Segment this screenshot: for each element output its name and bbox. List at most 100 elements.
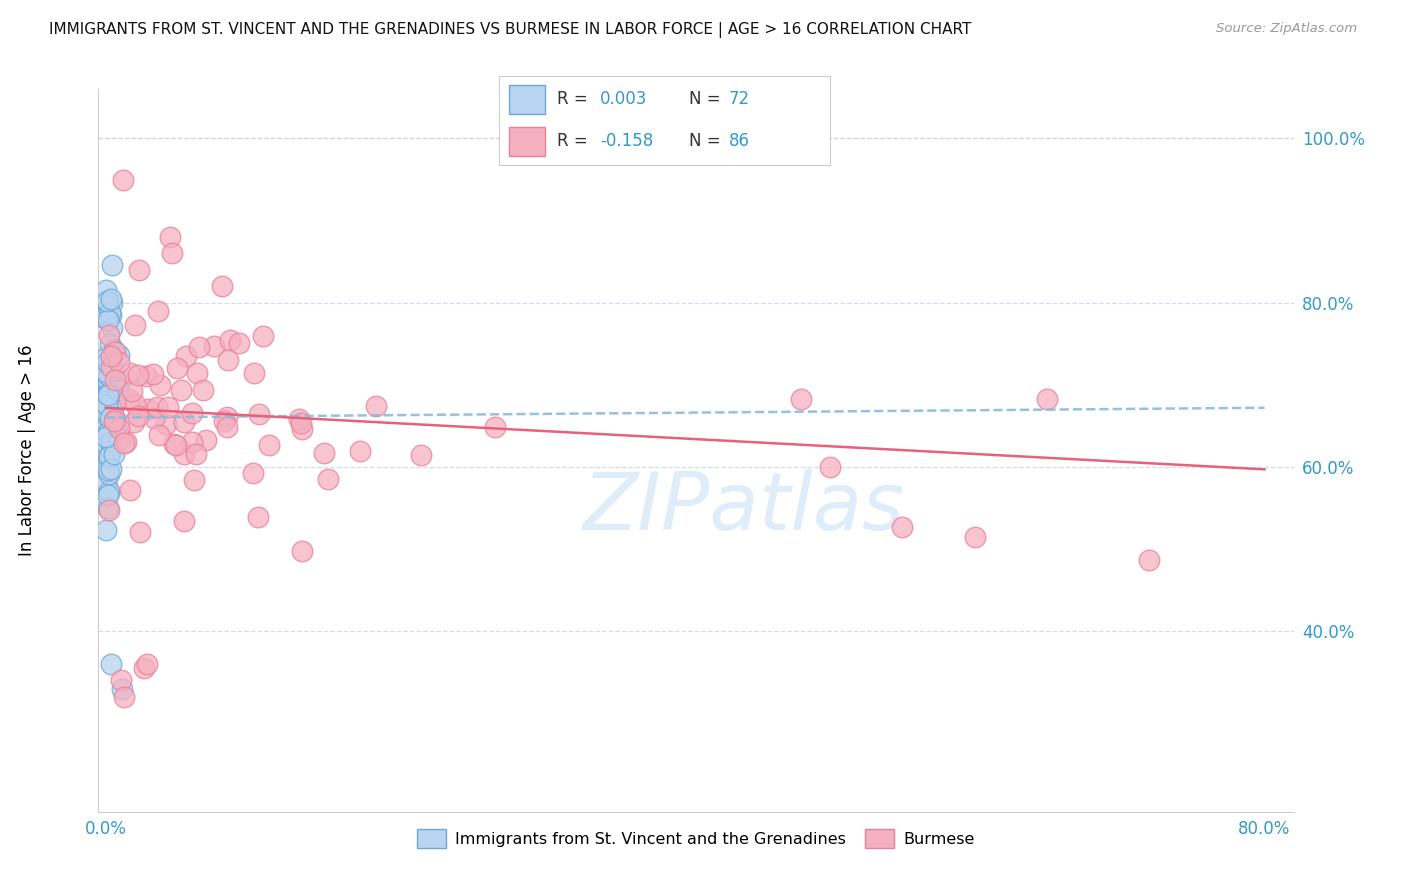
Point [100,292,122,306]
Point [291,422,314,436]
Point [96,379,118,393]
Point [291,543,314,558]
Point [148,428,170,442]
Legend: Immigrants from St. Vincent and the Grenadines, Burmese: Immigrants from St. Vincent and the Gren… [411,823,981,855]
Point [104,372,127,386]
Point [97,426,120,441]
Y-axis label: In Labor Force | Age > 16: In Labor Force | Age > 16 [18,344,37,557]
Text: 72: 72 [728,90,749,109]
Point [94,475,117,490]
Point [173,514,195,528]
Point [97,369,120,384]
Point [349,444,371,458]
Point [155,417,177,431]
Point [94,284,117,298]
Point [98,363,121,377]
Point [104,412,127,426]
Point [97,463,120,477]
Point [257,438,280,452]
Point [219,334,242,348]
Point [96,445,118,459]
Text: N =: N = [689,90,721,109]
Point [94,312,117,326]
Point [97,501,120,516]
Point [132,661,155,675]
Point [183,473,205,487]
Point [97,483,120,498]
Point [963,530,986,544]
Point [97,358,120,372]
Point [100,308,122,322]
Point [181,407,204,421]
Point [94,365,117,379]
Point [100,349,122,363]
Point [96,370,118,384]
Point [104,345,127,359]
Point [112,172,135,186]
Point [127,409,149,423]
Point [104,396,127,410]
Point [103,447,125,461]
Point [136,401,159,416]
Point [97,502,120,516]
Point [100,436,122,450]
Text: Source: ZipAtlas.com: Source: ZipAtlas.com [1216,22,1357,36]
Point [166,360,188,375]
Bar [509,127,546,156]
Point [97,362,120,376]
Point [1036,392,1059,407]
Point [1137,553,1160,567]
Point [135,368,157,383]
Point [94,524,117,538]
Point [97,362,120,376]
Point [100,462,122,476]
Point [215,410,238,425]
Text: R =: R = [557,132,588,151]
Point [180,435,202,450]
Point [790,392,813,407]
Point [100,444,122,458]
Point [96,350,118,364]
Point [118,392,141,406]
Point [129,524,152,539]
Point [108,432,131,446]
Point [187,340,209,354]
Point [818,460,841,475]
Point [97,487,120,501]
Text: IMMIGRANTS FROM ST. VINCENT AND THE GRENADINES VS BURMESE IN LABOR FORCE | AGE >: IMMIGRANTS FROM ST. VINCENT AND THE GREN… [49,22,972,38]
Point [103,410,125,425]
Point [98,467,121,482]
Point [110,375,132,389]
Point [97,449,120,463]
Point [124,318,146,333]
Point [107,383,129,397]
Point [159,230,181,244]
Point [110,673,132,688]
Point [217,420,239,434]
Point [98,429,121,443]
Point [142,411,165,425]
Point [484,420,506,434]
Point [243,367,266,381]
Point [252,329,274,343]
Point [217,353,239,368]
Point [108,421,131,435]
Point [97,375,120,389]
Point [101,258,124,272]
Point [100,359,122,374]
Point [100,306,122,320]
Point [195,433,218,447]
Point [96,426,118,441]
Point [96,355,118,369]
Point [103,343,125,358]
Point [100,434,122,449]
Point [96,398,118,412]
Point [118,366,141,380]
Point [96,293,118,308]
Point [97,388,120,402]
Point [228,336,250,351]
Point [312,446,335,460]
Point [94,394,117,409]
Point [94,405,117,419]
Text: ZIPatlas: ZIPatlas [582,469,905,548]
